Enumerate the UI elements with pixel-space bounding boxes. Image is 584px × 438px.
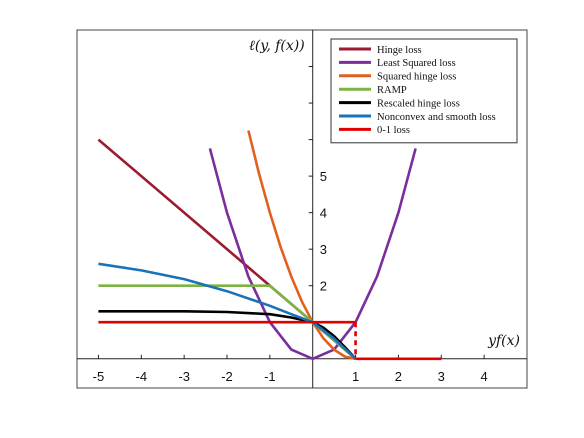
- x-axis-label: yf(x): [487, 333, 520, 349]
- x-tick-label: -1: [264, 369, 276, 384]
- plot-frame: [76, 29, 528, 389]
- legend: Hinge loss Least Squared loss Squared hing…: [330, 38, 518, 144]
- x-tick-label: 2: [395, 369, 402, 384]
- legend-entry-label: Rescaled hinge loss: [377, 98, 460, 109]
- legend-entry-label: Hinge loss: [377, 45, 422, 56]
- x-tick-label: -5: [93, 369, 105, 384]
- y-tick-label: 4: [320, 206, 327, 221]
- least-squared-loss-line: [208, 148, 417, 361]
- y-tick-label: 3: [320, 242, 327, 257]
- nonconvex-and-smooth-loss-line: [98, 262, 357, 360]
- rescaled-hinge-loss-line: [98, 309, 357, 360]
- x-tick-label: -2: [221, 369, 233, 384]
- legend-entry-label: 0-1 loss: [377, 125, 410, 136]
- loss-curves: [97, 130, 442, 361]
- y-axis-label: ℓ(y, f(x)): [249, 38, 305, 54]
- y-tick-label: 2: [320, 279, 327, 294]
- legend-entry-label: Squared hinge loss: [377, 72, 456, 83]
- x-tick-label: 4: [481, 369, 488, 384]
- x-tick-label: -4: [136, 369, 148, 384]
- axes: [77, 30, 527, 388]
- legend-box: [330, 38, 518, 144]
- ticks: -5 -4 -3 -2 -1 1 2 3 4 2 3 4 5: [93, 66, 488, 384]
- legend-entry-label: Least Squared loss: [377, 58, 456, 69]
- legend-entry-label: RAMP: [377, 85, 407, 96]
- x-tick-label: -3: [178, 369, 190, 384]
- legend-entry-label: Nonconvex and smooth loss: [377, 112, 496, 123]
- y-tick-label: 5: [320, 169, 327, 184]
- x-tick-label: 3: [438, 369, 445, 384]
- squared-hinge-loss-line: [247, 130, 356, 361]
- x-tick-label: 1: [352, 369, 359, 384]
